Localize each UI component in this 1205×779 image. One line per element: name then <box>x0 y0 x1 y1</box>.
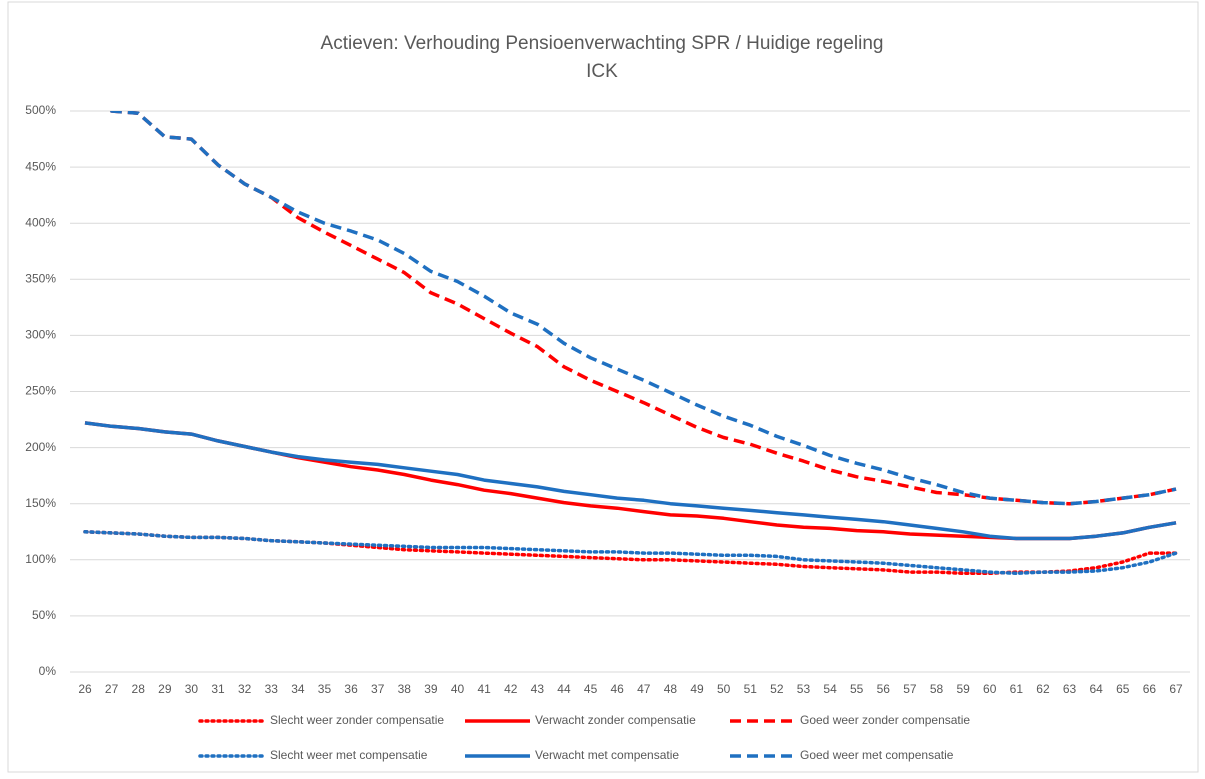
x-tick-label: 44 <box>557 682 571 696</box>
x-tick-label: 65 <box>1116 682 1130 696</box>
x-tick-label: 63 <box>1063 682 1077 696</box>
x-tick-label: 43 <box>531 682 545 696</box>
x-tick-label: 27 <box>105 682 119 696</box>
series-line <box>108 111 1177 506</box>
x-tick-label: 40 <box>451 682 465 696</box>
x-tick-label: 61 <box>1010 682 1024 696</box>
x-tick-label: 56 <box>877 682 891 696</box>
legend-label: Goed weer met compensatie <box>800 748 954 762</box>
x-tick-label: 48 <box>664 682 678 696</box>
x-tick-label: 36 <box>344 682 358 696</box>
x-tick-label: 41 <box>477 682 491 696</box>
x-tick-label: 67 <box>1169 682 1183 696</box>
legend-label: Verwacht met compensatie <box>535 748 679 762</box>
y-tick-label: 350% <box>25 271 56 285</box>
x-tick-label: 37 <box>371 682 385 696</box>
x-tick-label: 47 <box>637 682 651 696</box>
y-tick-label: 100% <box>25 552 56 566</box>
x-tick-label: 55 <box>850 682 864 696</box>
legend-label: Verwacht zonder compensatie <box>535 713 696 727</box>
x-tick-label: 38 <box>398 682 412 696</box>
x-tick-label: 52 <box>770 682 784 696</box>
x-tick-label: 30 <box>185 682 199 696</box>
x-tick-label: 34 <box>291 682 305 696</box>
x-tick-label: 29 <box>158 682 172 696</box>
x-tick-label: 39 <box>424 682 438 696</box>
y-tick-label: 0% <box>39 664 57 678</box>
y-tick-label: 50% <box>32 608 56 622</box>
x-tick-label: 62 <box>1036 682 1050 696</box>
x-tick-label: 57 <box>903 682 917 696</box>
x-tick-label: 33 <box>265 682 279 696</box>
chart-title: Actieven: Verhouding Pensioenverwachting… <box>321 33 884 54</box>
y-tick-label: 300% <box>25 328 56 342</box>
x-tick-label: 31 <box>211 682 225 696</box>
x-tick-label: 64 <box>1089 682 1103 696</box>
y-tick-label: 200% <box>25 440 56 454</box>
x-tick-label: 60 <box>983 682 997 696</box>
y-tick-label: 450% <box>25 159 56 173</box>
x-tick-label: 59 <box>956 682 970 696</box>
series-line <box>83 530 1178 576</box>
x-tick-label: 53 <box>797 682 811 696</box>
y-tick-label: 500% <box>25 103 56 117</box>
x-tick-label: 49 <box>690 682 704 696</box>
chart-subtitle: ICK <box>586 61 618 82</box>
x-tick-label: 46 <box>611 682 625 696</box>
x-tick-label: 66 <box>1143 682 1157 696</box>
x-tick-label: 26 <box>78 682 92 696</box>
x-tick-label: 42 <box>504 682 518 696</box>
series-line <box>84 421 1177 541</box>
x-tick-label: 45 <box>584 682 598 696</box>
y-tick-label: 250% <box>25 384 56 398</box>
x-tick-label: 54 <box>823 682 837 696</box>
y-tick-label: 150% <box>25 496 56 510</box>
x-tick-label: 35 <box>318 682 332 696</box>
x-tick-label: 28 <box>132 682 146 696</box>
legend-label: Slecht weer zonder compensatie <box>270 713 444 727</box>
x-tick-label: 32 <box>238 682 252 696</box>
x-tick-label: 58 <box>930 682 944 696</box>
chart-frame <box>7 1 1199 773</box>
series-line <box>108 111 1177 506</box>
y-tick-label: 400% <box>25 215 56 229</box>
legend-label: Slecht weer met compensatie <box>270 748 428 762</box>
x-tick-label: 50 <box>717 682 731 696</box>
x-tick-label: 51 <box>744 682 758 696</box>
legend-label: Goed weer zonder compensatie <box>800 713 970 727</box>
